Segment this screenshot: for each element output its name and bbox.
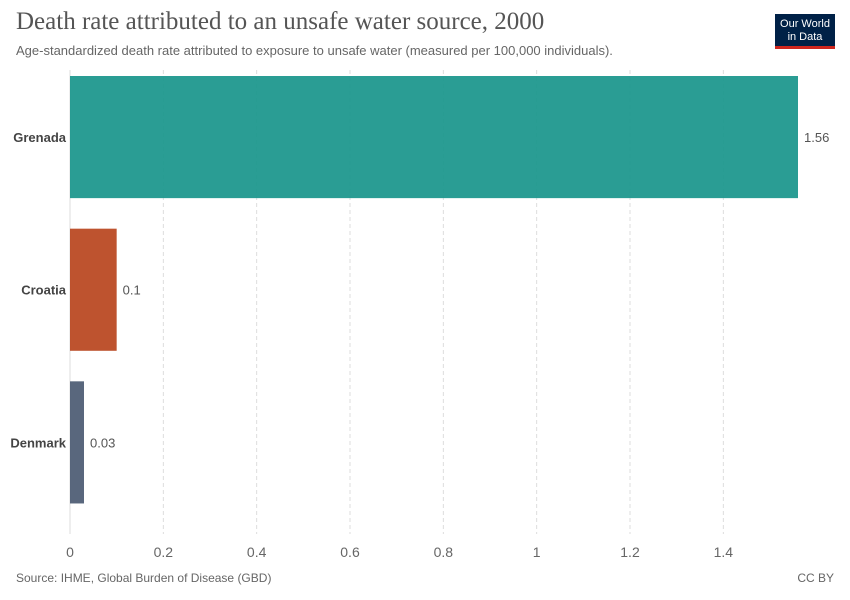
x-tick-label: 1.4 [714, 544, 734, 560]
x-tick-label: 1.2 [620, 544, 640, 560]
tick-layer: 0 0.2 0.4 0.6 0.8 1 1.2 1.4 [66, 544, 733, 560]
bar-croatia[interactable] [70, 228, 117, 351]
x-tick-label: 0 [66, 544, 74, 560]
bar-denmark[interactable] [70, 381, 84, 504]
chart-subtitle: Age-standardized death rate attributed t… [16, 43, 613, 58]
bar-grenada[interactable] [70, 76, 798, 199]
label-layer: Grenada 1.56 Croatia 0.1 Denmark 0.03 [10, 130, 829, 450]
value-label: 1.56 [804, 130, 829, 145]
bar-layer [70, 76, 798, 504]
x-tick-label: 1 [533, 544, 541, 560]
x-tick-label: 0.4 [247, 544, 267, 560]
logo-line-1: Our World [780, 18, 830, 30]
x-tick-label: 0.8 [434, 544, 454, 560]
x-tick-label: 0.2 [154, 544, 174, 560]
chart-title: Death rate attributed to an unsafe water… [16, 8, 545, 35]
value-label: 0.03 [90, 435, 115, 450]
source-note: Source: IHME, Global Burden of Disease (… [16, 571, 272, 585]
x-tick-label: 0.6 [340, 544, 360, 560]
category-label: Grenada [13, 130, 67, 145]
license-link[interactable]: CC BY [797, 571, 834, 585]
value-label: 0.1 [123, 283, 141, 298]
logo-line-2: in Data [787, 30, 823, 43]
category-label: Croatia [21, 283, 67, 298]
owid-logo[interactable]: Our World in Data [775, 14, 835, 49]
category-label: Denmark [10, 435, 66, 450]
